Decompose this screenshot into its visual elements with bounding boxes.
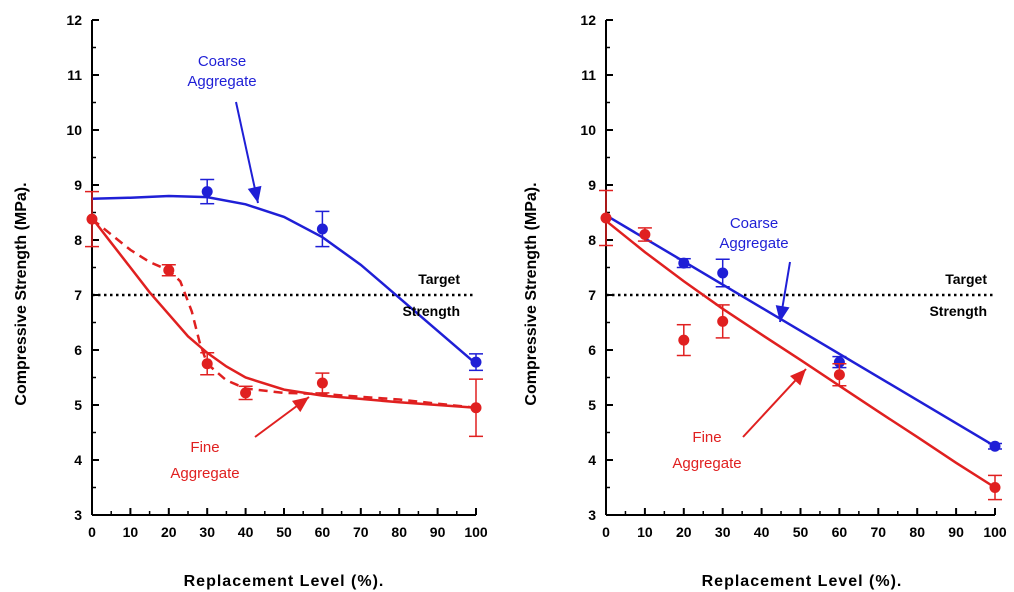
fine-data-point <box>201 358 213 370</box>
strength-label: Strength <box>929 303 987 319</box>
y-tick-label: 7 <box>74 287 82 303</box>
y-tick-label: 5 <box>74 397 82 413</box>
y-tick-label: 10 <box>66 122 82 138</box>
coarse-data-point <box>717 267 729 279</box>
coarse-fit-line <box>91 194 477 365</box>
x-tick-label: 40 <box>238 524 254 540</box>
y-axis-title: Compressive Strength (MPa). <box>13 182 30 405</box>
fine-data-point <box>86 213 98 225</box>
y-tick-label: 3 <box>74 507 82 523</box>
x-tick-label: 70 <box>871 524 887 540</box>
x-tick-label: 70 <box>353 524 369 540</box>
label-line: Aggregate <box>672 455 741 472</box>
fine-data-point <box>717 315 729 327</box>
x-tick-label: 10 <box>123 524 139 540</box>
coarse-aggregate-label: Coarse Aggregate <box>719 215 788 252</box>
x-tick-label: 80 <box>391 524 407 540</box>
y-axis-title-left: Compressive Strength (MPa). <box>13 182 30 405</box>
x-tick-label: 30 <box>715 524 731 540</box>
fine-arrow-head <box>789 369 806 386</box>
x-tick-label: 30 <box>199 524 215 540</box>
y-axis-title: Compressive Strength (MPa). <box>523 182 540 405</box>
x-tick-label: 50 <box>793 524 809 540</box>
x-tick-label: 20 <box>676 524 692 540</box>
coarse-data-point <box>470 356 482 368</box>
strength-label: Strength <box>402 303 460 319</box>
chart-left: Compressive Strength (MPa). Replacement … <box>13 12 488 590</box>
fine-data-point <box>316 377 328 389</box>
x-tick-label: 0 <box>602 524 610 540</box>
y-tick-label: 8 <box>588 232 596 248</box>
fine-aggregate-label: Fine Aggregate <box>672 429 741 472</box>
fine-data-point <box>470 402 482 414</box>
fine-fit-line <box>605 219 996 489</box>
x-tick-label: 40 <box>754 524 770 540</box>
fine-data-point <box>240 387 252 399</box>
coarse-data-point <box>316 223 328 235</box>
coarse-arrow-head <box>247 185 262 203</box>
fine-data-point <box>833 369 845 381</box>
x-tick-label: 100 <box>983 524 1007 540</box>
y-tick-label: 12 <box>580 12 596 28</box>
x-tick-label: 0 <box>88 524 96 540</box>
label-line: Aggregate <box>719 235 788 252</box>
label-line: Coarse <box>730 215 778 232</box>
fine-data-point <box>600 212 612 224</box>
label-line: Fine <box>190 439 219 456</box>
y-tick-label: 5 <box>588 397 596 413</box>
y-axis-title-right: Compressive Strength (MPa). <box>523 182 540 405</box>
coarse-arrow-head <box>775 305 790 322</box>
y-tick-label: 12 <box>66 12 82 28</box>
y-tick-label: 9 <box>588 177 596 193</box>
coarse-fit-line <box>605 214 996 448</box>
label-line: Coarse <box>198 53 246 70</box>
x-tick-label: 90 <box>948 524 964 540</box>
label-line: Aggregate <box>187 73 256 90</box>
fine-data-point <box>989 482 1001 493</box>
y-tick-label: 6 <box>74 342 82 358</box>
x-tick-label: 50 <box>276 524 292 540</box>
coarse-arrow-line <box>235 101 259 204</box>
coarse-aggregate-label: Coarse Aggregate <box>187 53 256 90</box>
fine-data-point <box>678 334 690 346</box>
x-axis-title: Replacement Level (%). <box>184 573 385 590</box>
fine-aggregate-label: Fine Aggregate <box>170 439 239 482</box>
target-label: Target <box>945 271 987 287</box>
coarse-data-point <box>678 257 690 269</box>
fine-arrow-head <box>291 397 309 413</box>
y-tick-label: 9 <box>74 177 82 193</box>
coarse-data-point <box>833 356 845 368</box>
y-tick-label: 8 <box>74 232 82 248</box>
x-tick-label: 90 <box>430 524 446 540</box>
x-tick-label: 20 <box>161 524 177 540</box>
x-tick-label: 100 <box>464 524 488 540</box>
fine-fit-line <box>91 217 477 410</box>
plot-area: 3 4 5 6 7 8 9 10 11 12 0 10 20 30 40 50 60 70 80 90 100 Coars… <box>580 12 1006 540</box>
y-tick-label: 7 <box>588 287 596 303</box>
fine-data-point <box>163 264 175 276</box>
y-tick-label: 3 <box>588 507 596 523</box>
coarse-data-point <box>989 440 1001 452</box>
y-tick-label: 4 <box>588 452 596 468</box>
y-tick-label: 6 <box>588 342 596 358</box>
plot-area: 3 4 5 6 7 8 9 10 11 12 0 10 20 30 40 50 60 70 80 90 100 Coars… <box>66 12 487 540</box>
target-label: Target <box>418 271 460 287</box>
coarse-data-point <box>201 186 213 198</box>
chart-right: Compressive Strength (MPa). Replacement … <box>523 12 1007 590</box>
y-tick-label: 11 <box>67 67 82 83</box>
x-tick-label: 80 <box>909 524 925 540</box>
label-line: Aggregate <box>170 465 239 482</box>
y-tick-label: 4 <box>74 452 82 468</box>
x-tick-label: 60 <box>315 524 331 540</box>
y-tick-label: 10 <box>580 122 596 138</box>
x-tick-label: 10 <box>637 524 653 540</box>
label-line: Fine <box>692 429 721 446</box>
x-tick-label: 60 <box>832 524 848 540</box>
y-tick-label: 11 <box>581 67 596 83</box>
fine-data-point <box>639 229 651 240</box>
x-axis-title: Replacement Level (%). <box>702 573 903 590</box>
